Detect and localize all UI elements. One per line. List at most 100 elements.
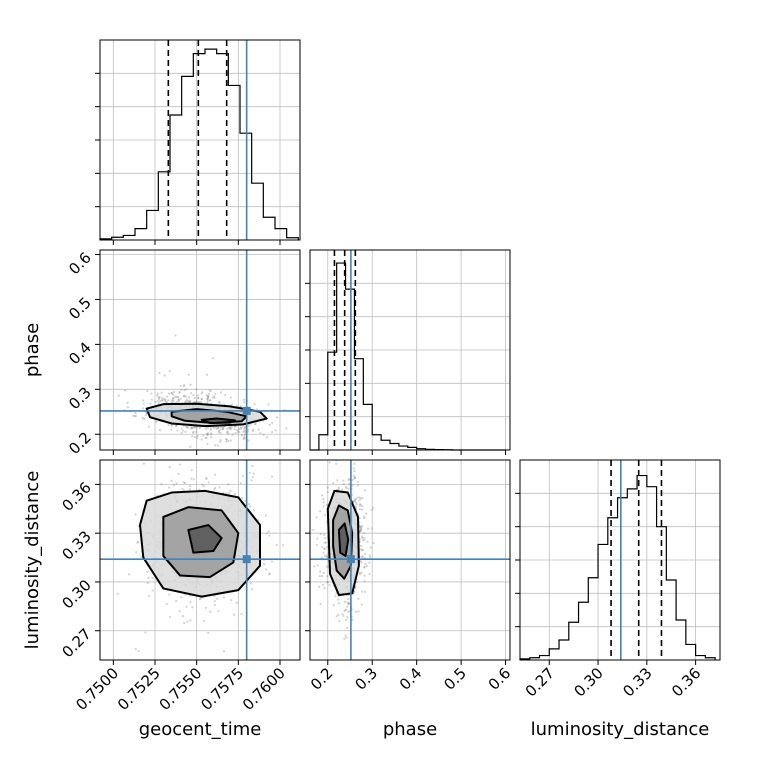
scatter-point <box>222 427 225 431</box>
scatter-point <box>191 606 194 609</box>
scatter-point <box>203 619 206 623</box>
scatter-point <box>170 428 173 431</box>
scatter-point <box>361 590 364 593</box>
scatter-point <box>334 595 337 598</box>
scatter-point <box>128 573 131 576</box>
scatter-point <box>170 392 173 395</box>
scatter-point <box>204 436 207 440</box>
scatter-point <box>163 399 167 402</box>
scatter-point <box>190 469 193 472</box>
scatter-point <box>323 533 326 536</box>
scatter-point <box>154 400 157 404</box>
scatter-point <box>345 608 348 611</box>
scatter-point <box>321 583 325 586</box>
scatter-point <box>359 525 362 528</box>
scatter-point <box>347 478 350 482</box>
scatter-point <box>262 433 265 436</box>
scatter-point <box>192 430 195 433</box>
scatter-point <box>345 636 348 639</box>
scatter-point <box>189 383 192 386</box>
scatter-point <box>356 480 360 484</box>
scatter-point <box>267 573 270 576</box>
scatter-point <box>116 592 119 595</box>
scatter-point <box>230 403 233 406</box>
x-axis-label-geocent-time: geocent_time <box>139 719 262 740</box>
scatter-point <box>161 399 164 402</box>
scatter-point <box>344 608 347 612</box>
x-axis-label-luminosity-distance: luminosity_distance <box>531 719 710 740</box>
contour-line <box>170 408 248 425</box>
scatter-point <box>239 427 243 430</box>
scatter-point <box>197 397 200 400</box>
scatter-point <box>365 564 368 567</box>
scatter-point <box>134 513 137 516</box>
tick-label-y: 0.2 <box>65 428 95 458</box>
scatter-point <box>338 620 341 623</box>
scatter-point <box>270 475 274 478</box>
scatter-point <box>227 439 230 443</box>
scatter-point <box>221 427 225 430</box>
contour-line <box>139 489 261 598</box>
scatter-point <box>213 439 215 441</box>
scatter-point <box>354 505 358 509</box>
scatter-point <box>177 400 180 403</box>
scatter-point <box>233 492 236 496</box>
scatter-point <box>176 395 179 399</box>
scatter-point <box>359 529 362 533</box>
scatter-point <box>359 503 362 506</box>
scatter-point <box>207 395 210 398</box>
scatter-point <box>180 596 183 599</box>
scatter-point <box>186 399 190 402</box>
scatter-point <box>172 390 176 393</box>
scatter-point <box>175 600 178 603</box>
scatter-point <box>144 414 148 417</box>
scatter-point <box>225 438 228 441</box>
scatter-point <box>176 429 179 432</box>
scatter-point <box>364 562 367 566</box>
scatter-point <box>360 561 363 564</box>
scatter-point <box>193 436 197 439</box>
scatter-point <box>337 602 341 605</box>
scatter-point <box>162 397 166 400</box>
scatter-point <box>242 398 246 401</box>
scatter-point <box>213 488 216 491</box>
scatter-point <box>228 427 231 430</box>
scatter-point <box>242 430 245 433</box>
scatter-point <box>213 396 216 399</box>
scatter-point <box>213 426 216 430</box>
scatter-point <box>247 503 251 506</box>
scatter-point <box>326 486 329 489</box>
scatter-point <box>265 532 268 535</box>
scatter-point <box>341 479 345 482</box>
tick-label-y: 0.5 <box>65 294 95 324</box>
scatter-point <box>157 397 161 400</box>
scatter-point <box>167 486 171 489</box>
scatter-point <box>168 465 171 469</box>
scatter-point <box>181 487 184 491</box>
scatter-point <box>126 406 130 409</box>
scatter-point <box>251 475 254 479</box>
scatter-point <box>209 389 212 393</box>
scatter-point <box>312 528 315 532</box>
scatter-point <box>175 425 178 428</box>
scatter-point <box>370 527 374 530</box>
luminosity_distance_vs_geocent_time-frame <box>99 459 301 661</box>
scatter-point <box>183 481 187 485</box>
scatter-point <box>209 427 213 430</box>
scatter-point <box>358 573 362 576</box>
scatter-point <box>214 444 217 447</box>
scatter-point <box>319 532 322 535</box>
scatter-point <box>325 580 329 584</box>
scatter-point <box>219 428 222 431</box>
scatter-point <box>193 426 196 429</box>
scatter-point <box>346 605 349 608</box>
scatter-point <box>282 544 285 547</box>
scatter-point <box>359 529 362 532</box>
scatter-point <box>183 388 186 392</box>
scatter-point <box>271 421 274 425</box>
scatter-point <box>361 505 364 508</box>
scatter-point <box>206 396 210 400</box>
scatter-point <box>246 428 250 431</box>
scatter-point <box>188 594 192 597</box>
scatter-point <box>248 424 251 427</box>
